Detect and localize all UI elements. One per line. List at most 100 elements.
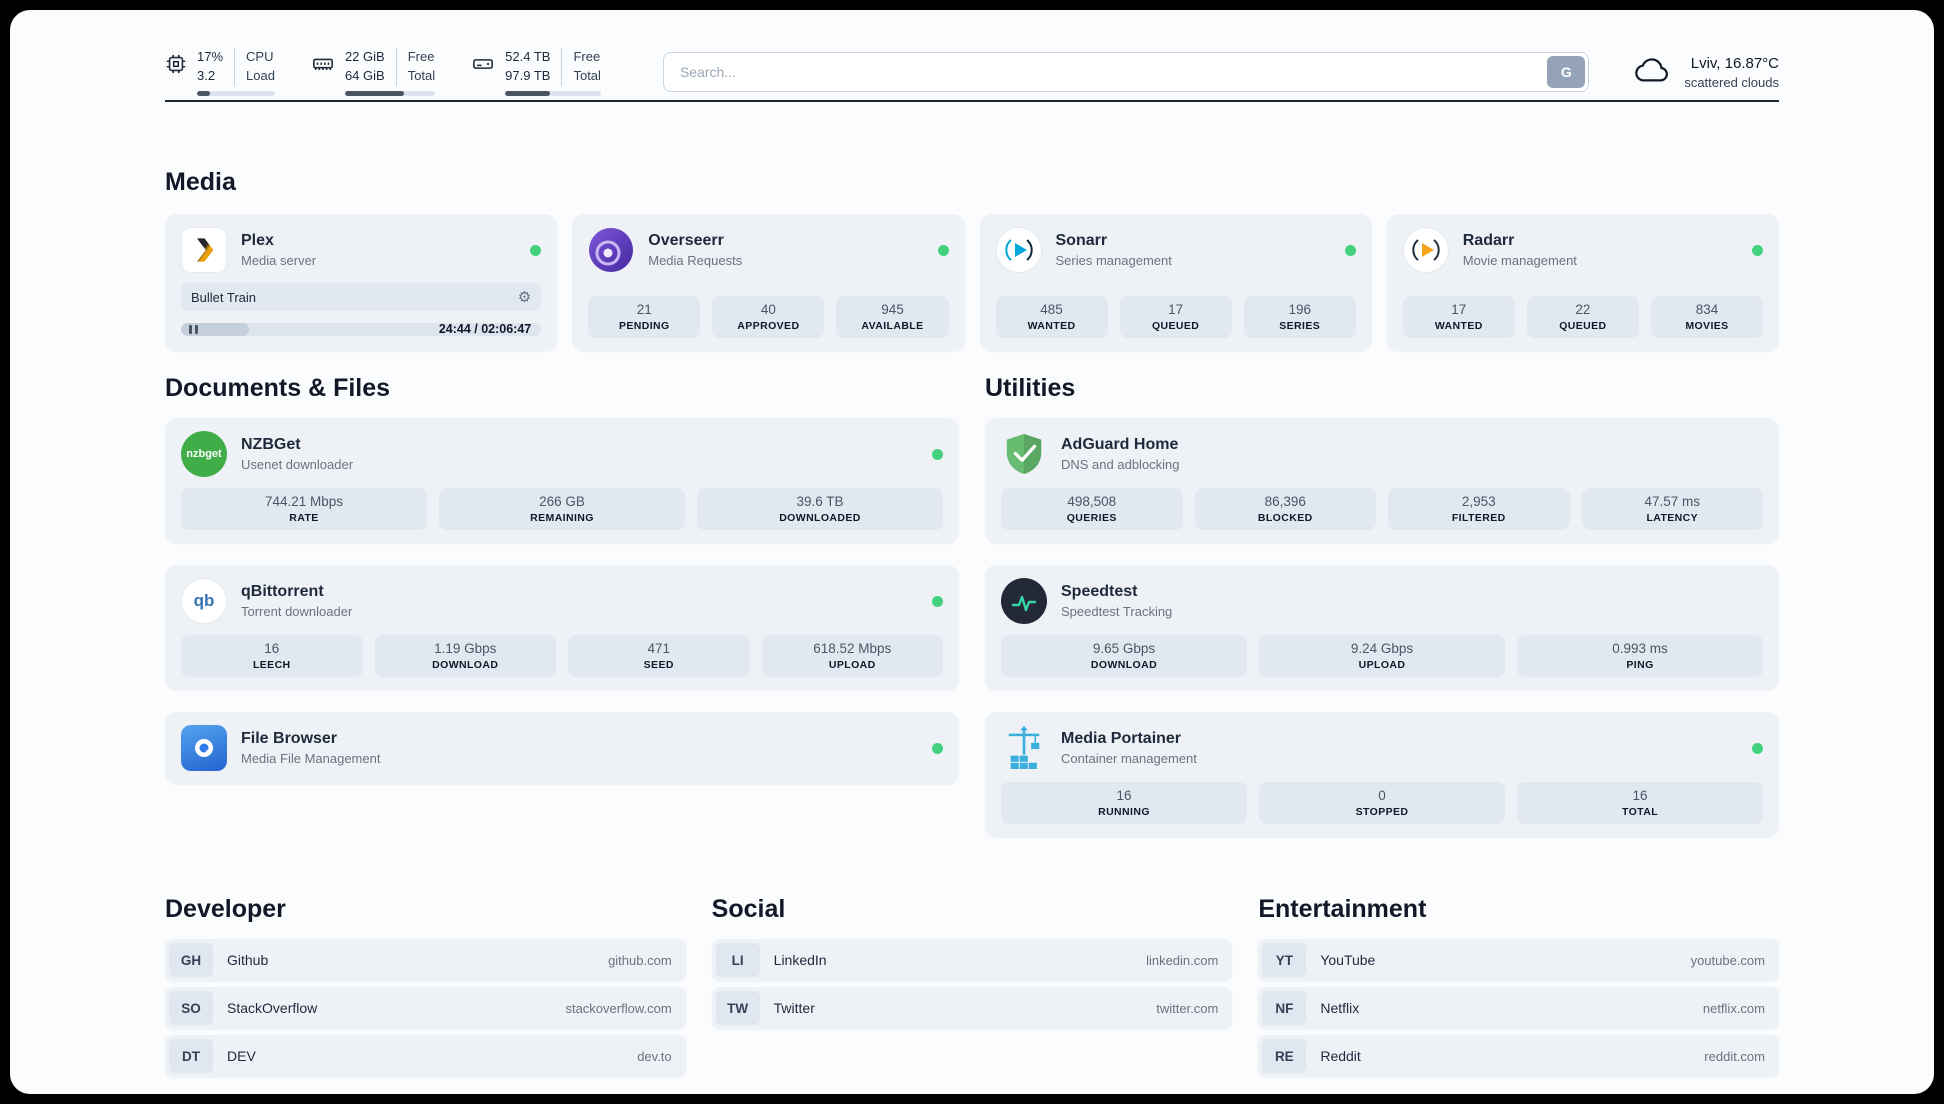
seek-track[interactable] (181, 323, 542, 336)
service-name: Speedtest (1061, 583, 1138, 600)
topbar: 17% 3.2 CPU Load (165, 10, 1779, 98)
stat-box: 0 STOPPED (1259, 782, 1505, 824)
cloud-icon (1635, 56, 1671, 89)
bookmark-dev[interactable]: DT DEV dev.to (165, 1035, 686, 1077)
service-subtitle: Media Requests (648, 253, 743, 268)
stat-box: 471 SEED (568, 635, 750, 677)
stat-box: 0.993 ms PING (1517, 635, 1763, 677)
stat-box: 47.57 ms LATENCY (1581, 488, 1763, 530)
stat-box: 945 AVAILABLE (836, 296, 949, 338)
card-speedtest[interactable]: Speedtest Speedtest Tracking 9.65 Gbps DO… (985, 565, 1779, 690)
gear-icon[interactable]: ⚙ (517, 287, 532, 306)
service-subtitle: Movie management (1462, 253, 1577, 268)
bookmark-domain: twitter.com (1156, 1000, 1219, 1016)
bookmark-domain: github.com (608, 952, 672, 968)
card-sonarr[interactable]: Sonarr Series management 485 WANTED 17 QUE… (979, 214, 1372, 351)
service-name: Media Portainer (1061, 730, 1182, 747)
media-grid: Plex Media server Bullet Train ⚙ (165, 214, 1779, 351)
disk-total-label: Total (573, 68, 601, 83)
bookmark-name: Twitter (773, 1000, 815, 1016)
stat-box: 22 QUEUED (1526, 296, 1639, 338)
bookmark-name: YouTube (1320, 952, 1376, 968)
stat-box: 498,508 QUERIES (1001, 488, 1183, 530)
disk-free-value: 52.4 TB (505, 49, 551, 65)
bookmark-abbr: GH (169, 943, 213, 977)
search-engine-button[interactable]: G (1547, 56, 1586, 88)
sonarr-icon (995, 227, 1042, 273)
card-qbittorrent[interactable]: qb qBittorrent Torrent downloader 16 LEEC… (165, 565, 959, 690)
bookmark-twitter[interactable]: TW Twitter twitter.com (711, 987, 1233, 1029)
bookmark-netflix[interactable]: NF Netflix netflix.com (1258, 987, 1779, 1029)
ram-free-label: Free (407, 49, 435, 65)
stat-box: 39.6 TB DOWNLOADED (697, 488, 943, 530)
bookmark-abbr: SO (169, 991, 213, 1025)
service-name: qBittorrent (241, 583, 324, 600)
status-dot (1344, 244, 1356, 256)
filebrowser-icon (181, 725, 227, 771)
bookmark-abbr: YT (1262, 943, 1307, 977)
stat-box: 16 LEECH (181, 635, 363, 677)
bookmark-abbr: DT (169, 1039, 213, 1073)
overseerr-icon (588, 227, 634, 273)
radarr-icon (1402, 227, 1449, 273)
stat-box: 618.52 Mbps UPLOAD (761, 635, 943, 677)
bookmark-abbr: LI (715, 943, 760, 977)
bookmark-name: Github (227, 952, 269, 968)
playback-time: 24:44 / 02:06:47 (438, 322, 532, 336)
bookmark-domain: linkedin.com (1146, 952, 1219, 968)
bookmark-abbr: NF (1262, 991, 1307, 1025)
bookmark-github[interactable]: GH Github github.com (165, 939, 686, 981)
adguard-icon (1001, 431, 1047, 477)
ram-free-value: 22 GiB (344, 49, 385, 65)
service-subtitle: Speedtest Tracking (1061, 604, 1173, 619)
bookmark-youtube[interactable]: YT YouTube youtube.com (1258, 939, 1779, 981)
service-subtitle: Container management (1061, 751, 1197, 766)
section-title-utilities: Utilities (985, 374, 1076, 402)
bookmark-domain: dev.to (637, 1048, 672, 1064)
stat-box: 744.21 Mbps RATE (181, 488, 427, 530)
cpu-load-label: Load (246, 68, 275, 83)
card-overseerr[interactable]: Overseerr Media Requests 21 PENDING 40 APP… (572, 214, 965, 351)
service-subtitle: Media server (241, 253, 317, 268)
bookmark-abbr: TW (715, 991, 760, 1025)
bookmark-linkedin[interactable]: LI LinkedIn linkedin.com (711, 939, 1233, 981)
section-title-developer: Developer (165, 895, 286, 923)
ram-widget: 22 GiB 64 GiB Free Total (311, 48, 436, 96)
cpu-icon (165, 48, 187, 80)
stat-box: 1.19 Gbps DOWNLOAD (374, 635, 556, 677)
bookmark-name: StackOverflow (227, 1000, 318, 1016)
cpu-usage-value: 17% (197, 49, 224, 65)
card-radarr[interactable]: Radarr Movie management 17 WANTED 22 QUEUE… (1386, 214, 1779, 351)
playback-bar: 24:44 / 02:06:47 (181, 321, 542, 338)
now-playing-title: Bullet Train (191, 289, 257, 305)
pause-icon[interactable] (189, 325, 198, 334)
service-name: Sonarr (1055, 232, 1108, 249)
service-subtitle: Media File Management (241, 751, 381, 766)
bookmark-domain: netflix.com (1702, 1000, 1765, 1016)
portainer-icon (1001, 725, 1047, 771)
disk-progress-bar (505, 90, 601, 96)
bookmark-reddit[interactable]: RE Reddit reddit.com (1258, 1035, 1779, 1077)
card-portainer[interactable]: Media Portainer Container management 16 R… (985, 712, 1779, 837)
dashboard-frame: 17% 3.2 CPU Load (10, 10, 1934, 1094)
stat-box: 2,953 FILTERED (1388, 488, 1570, 530)
ram-total-label: Total (407, 68, 436, 83)
card-filebrowser[interactable]: File Browser Media File Management (165, 712, 959, 784)
card-plex[interactable]: Plex Media server Bullet Train ⚙ (165, 214, 558, 351)
bookmark-name: LinkedIn (773, 952, 827, 968)
card-nzbget[interactable]: nzbget NZBGet Usenet downloader 744.21 M… (165, 418, 959, 543)
bookmark-stackoverflow[interactable]: SO StackOverflow stackoverflow.com (165, 987, 686, 1029)
service-name: AdGuard Home (1061, 436, 1179, 453)
bookmark-name: DEV (227, 1048, 256, 1064)
disk-widget: 52.4 TB 97.9 TB Free Total (471, 48, 601, 96)
stat-box: 9.24 Gbps UPLOAD (1259, 635, 1505, 677)
bookmark-name: Reddit (1320, 1048, 1361, 1064)
stat-box: 17 WANTED (1402, 296, 1515, 338)
qbittorrent-icon: qb (181, 578, 227, 624)
card-adguard[interactable]: AdGuard Home DNS and adblocking 498,508 Q… (985, 418, 1779, 543)
search-input[interactable] (662, 52, 1590, 92)
stat-box: 86,396 BLOCKED (1194, 488, 1376, 530)
service-subtitle: Torrent downloader (241, 604, 353, 619)
ram-progress-bar (344, 90, 436, 96)
status-dot (932, 448, 943, 460)
